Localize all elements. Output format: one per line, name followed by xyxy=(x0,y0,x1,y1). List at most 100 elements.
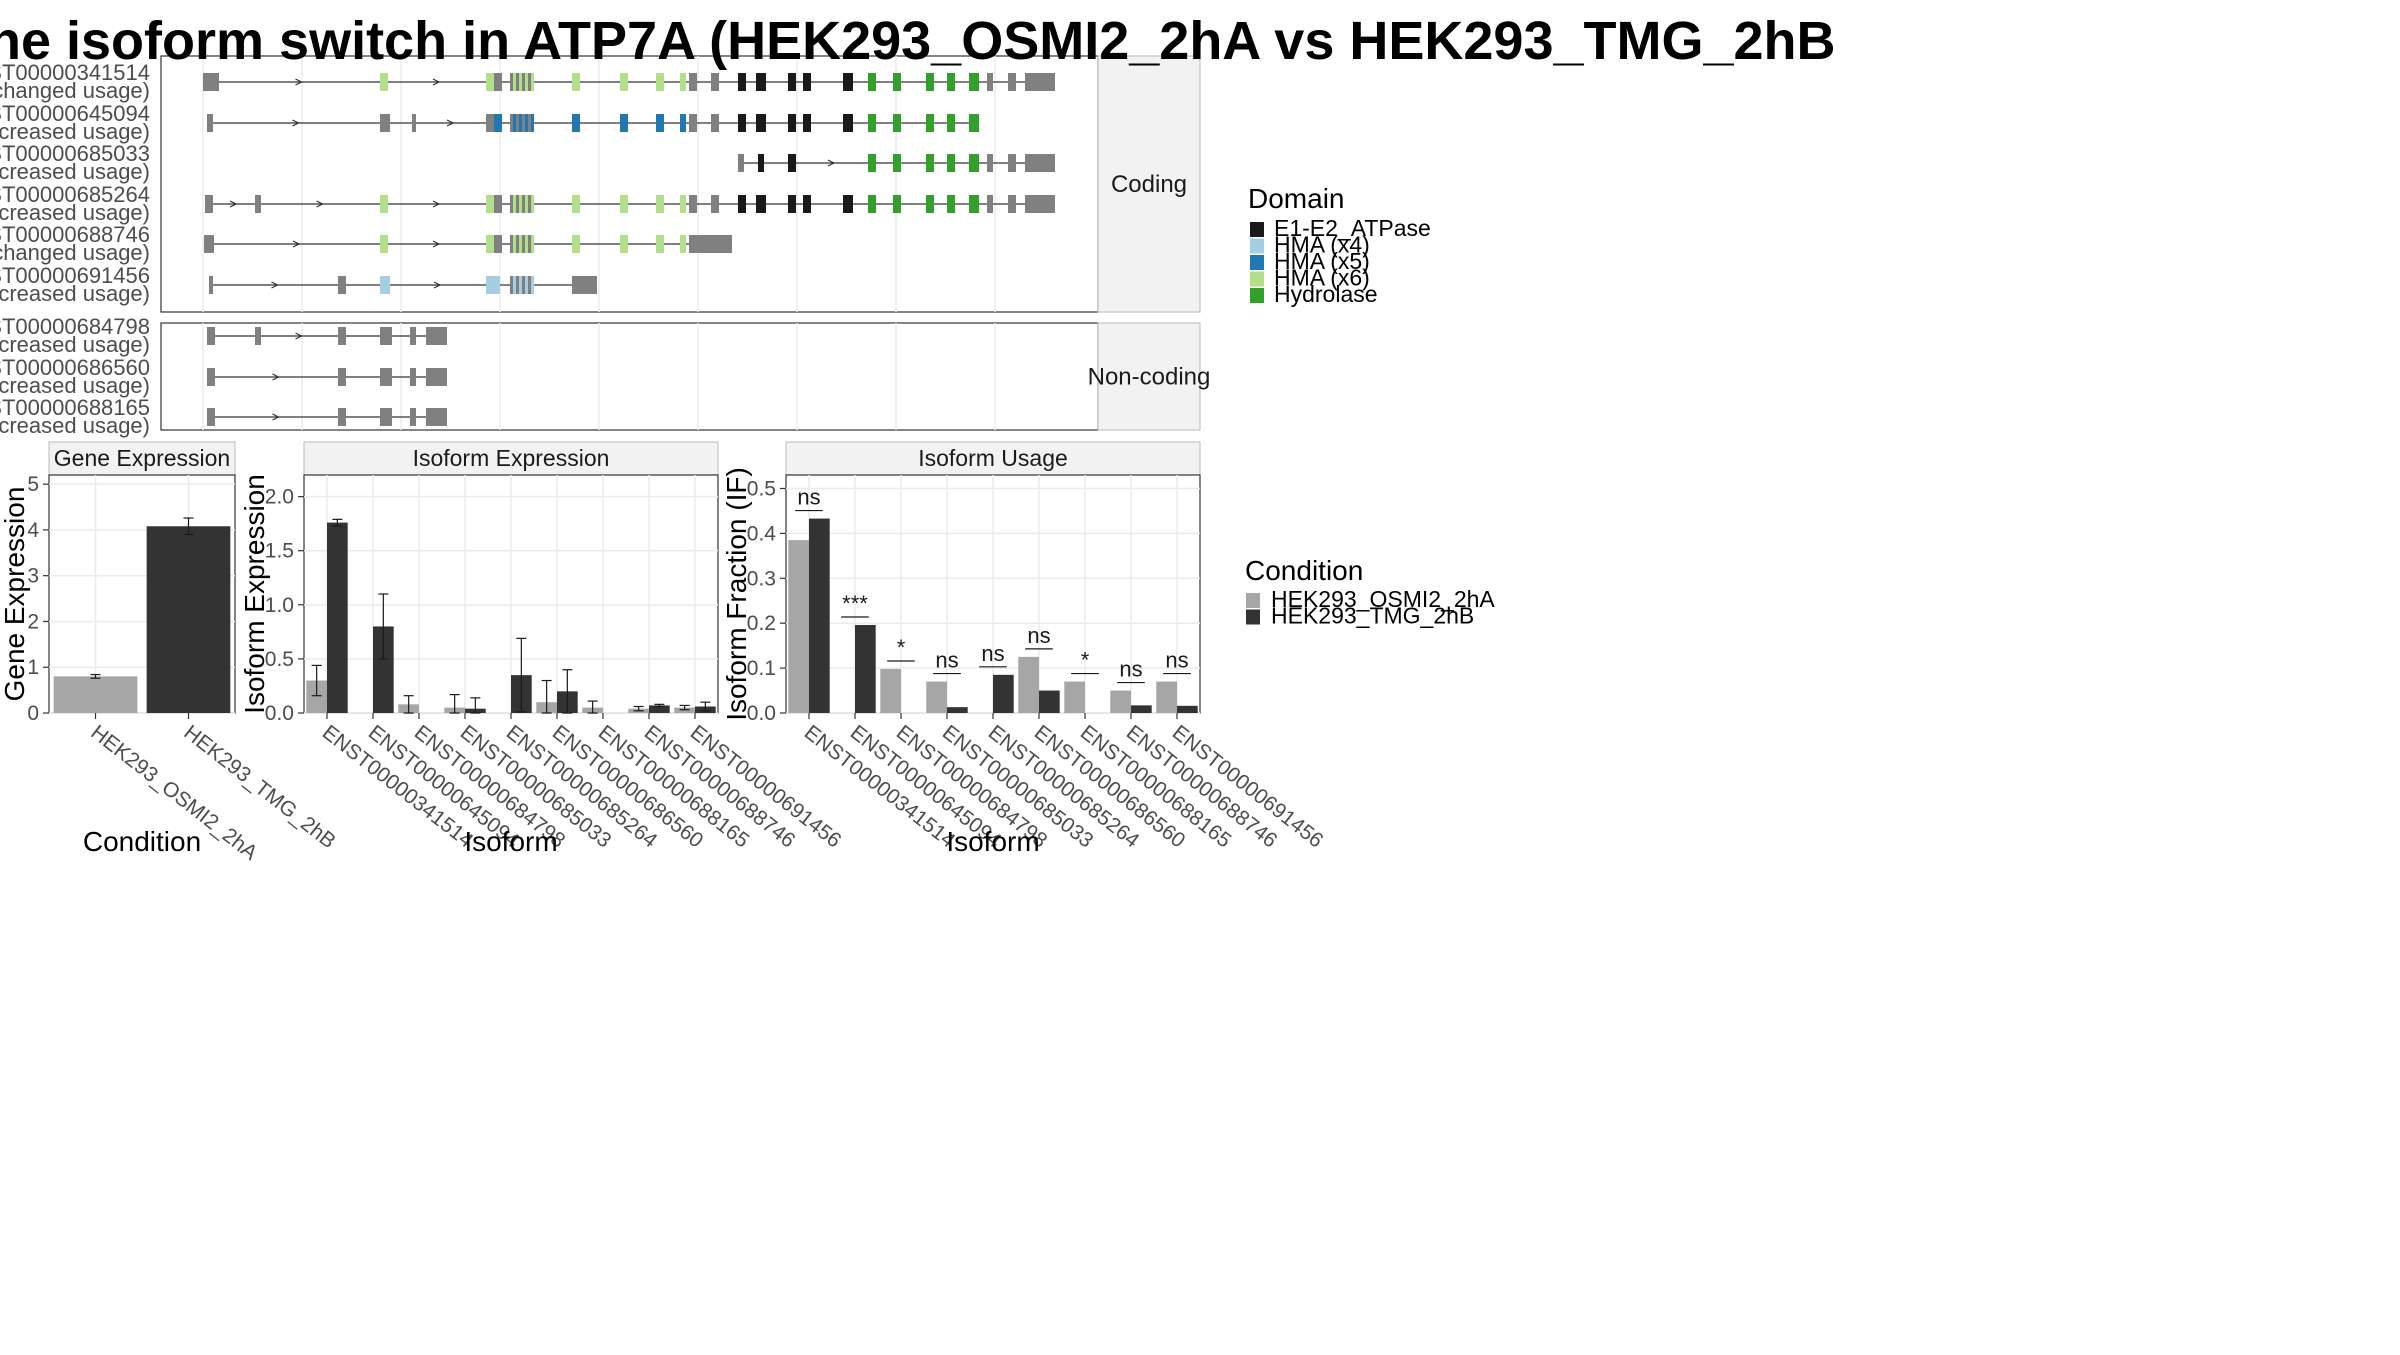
condition-legend-key xyxy=(1246,593,1260,608)
exon-block xyxy=(380,195,388,213)
exon-block xyxy=(380,276,390,294)
y-tick-label: 5 xyxy=(27,473,39,496)
exon-block xyxy=(788,154,796,172)
y-tick-label: 0.2 xyxy=(747,612,776,635)
significance-label: ns xyxy=(1027,623,1050,648)
panel-title: Gene Expression xyxy=(54,445,230,471)
strand-arrow xyxy=(272,413,280,421)
facet-strip xyxy=(1097,322,1201,431)
transcript-usage-label: (Unchanged usage) xyxy=(0,240,150,265)
transcript-id-label: ENST00000685033 xyxy=(0,141,150,166)
exon-block xyxy=(926,195,934,213)
significance-label: ns xyxy=(1119,657,1142,682)
bar xyxy=(880,668,901,713)
transcript-usage-label: (Unchanged usage) xyxy=(0,78,150,103)
exon-stripe xyxy=(528,276,531,294)
exon-block xyxy=(987,195,993,213)
facet-strip xyxy=(1097,55,1201,313)
exon-block xyxy=(969,195,979,213)
exon-stripe xyxy=(510,276,513,294)
exon-block xyxy=(572,114,580,132)
exon-block xyxy=(926,73,934,91)
exon-block xyxy=(738,154,744,172)
exon-block xyxy=(738,195,746,213)
utr-block xyxy=(426,368,447,386)
exon-block xyxy=(689,195,697,213)
exon-block xyxy=(203,73,219,91)
strand-arrow xyxy=(292,119,300,127)
y-tick-label: 0.0 xyxy=(265,702,294,725)
y-tick-label: 1.0 xyxy=(265,594,294,617)
exon-block xyxy=(338,276,346,294)
exon-block xyxy=(620,114,628,132)
strand-arrow xyxy=(295,332,303,340)
transcript-usage-label: (Decreased usage) xyxy=(0,159,150,184)
domain-legend-key xyxy=(1250,222,1264,237)
strand-arrow xyxy=(433,281,442,289)
significance-label: * xyxy=(897,635,906,660)
significance-label: ns xyxy=(935,648,958,673)
exon-block xyxy=(893,195,901,213)
transcript-usage-label: (Decreased usage) xyxy=(0,373,150,398)
exon-block xyxy=(868,114,876,132)
exon-block xyxy=(843,195,853,213)
significance-label: *** xyxy=(842,591,868,616)
bar xyxy=(146,526,231,713)
utr-block xyxy=(426,327,447,345)
exon-stripe xyxy=(510,114,513,132)
exon-block xyxy=(680,114,686,132)
significance-label: ns xyxy=(1165,648,1188,673)
exon-block xyxy=(711,195,719,213)
y-tick-label: 1 xyxy=(27,656,39,679)
exon-stripe xyxy=(528,235,531,253)
domain-legend-label: HMA (x4) xyxy=(1274,232,1370,258)
exon-block xyxy=(338,327,346,345)
exon-block xyxy=(680,235,686,253)
exon-block xyxy=(893,114,901,132)
exon-block xyxy=(868,73,876,91)
y-tick-label: 0.0 xyxy=(747,702,776,725)
domain-legend-label: HMA (x5) xyxy=(1274,248,1370,274)
exon-block xyxy=(486,276,500,294)
exon-block xyxy=(494,114,502,132)
y-axis-title: Isoform Expression xyxy=(239,474,270,714)
strand-arrow xyxy=(316,200,324,208)
condition-legend-title: Condition xyxy=(1245,555,1363,586)
exon-stripe xyxy=(522,195,525,213)
exon-block xyxy=(207,327,215,345)
exon-block xyxy=(738,114,746,132)
bar xyxy=(1131,705,1152,713)
exon-block xyxy=(987,154,993,172)
exon-block xyxy=(656,195,664,213)
exon-stripe xyxy=(522,235,525,253)
exon-block xyxy=(620,235,628,253)
exon-block xyxy=(803,114,811,132)
bar xyxy=(1018,656,1039,713)
exon-block xyxy=(410,327,416,345)
transcript-id-label: ENST00000688746 xyxy=(0,222,150,247)
exon-block xyxy=(207,368,215,386)
transcript-id-label: ENST00000684798 xyxy=(0,314,150,339)
exon-block xyxy=(947,195,955,213)
exon-block xyxy=(410,368,416,386)
panel-title: Isoform Expression xyxy=(413,445,610,471)
utr-block xyxy=(1025,154,1055,172)
exon-block xyxy=(207,408,215,426)
domain-legend-title: Domain xyxy=(1248,183,1344,214)
exon-block xyxy=(209,276,213,294)
exon-block xyxy=(987,73,993,91)
exon-block xyxy=(788,73,796,91)
domain-legend-label: Hydrolase xyxy=(1274,281,1378,307)
exon-stripe xyxy=(528,195,531,213)
y-tick-label: 0.1 xyxy=(747,657,776,680)
exon-block xyxy=(494,195,502,213)
exon-block xyxy=(680,73,686,91)
exon-stripe xyxy=(528,73,531,91)
condition-legend-label: HEK293_TMG_2hB xyxy=(1271,603,1474,629)
transcript-id-label: ENST00000685264 xyxy=(0,182,150,207)
exon-block xyxy=(868,195,876,213)
exon-stripe xyxy=(516,235,519,253)
exon-block xyxy=(380,114,390,132)
exon-stripe xyxy=(510,235,513,253)
